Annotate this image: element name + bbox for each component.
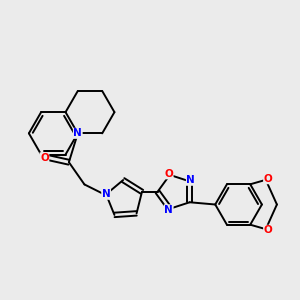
Text: N: N bbox=[74, 128, 82, 138]
Text: N: N bbox=[164, 205, 173, 215]
Text: N: N bbox=[102, 189, 110, 199]
Text: O: O bbox=[264, 174, 272, 184]
Text: O: O bbox=[164, 169, 173, 179]
Text: O: O bbox=[264, 225, 272, 235]
Text: N: N bbox=[186, 175, 195, 185]
Text: O: O bbox=[40, 153, 49, 163]
